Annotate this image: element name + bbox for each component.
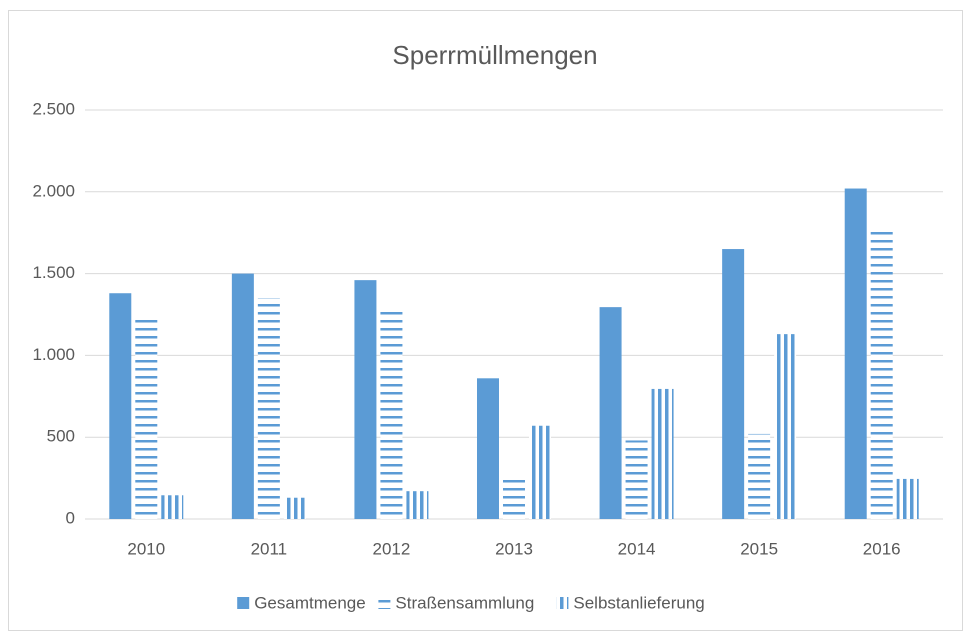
bar [625,440,648,519]
x-tick-label: 2014 [618,539,656,558]
bar [406,491,429,519]
x-tick-label: 2012 [373,539,411,558]
bar [844,188,867,519]
y-tick-label: 500 [47,427,75,446]
x-tick-label: 2011 [251,539,288,558]
x-tick-label: 2016 [863,539,901,558]
chart-frame [8,10,963,631]
bar [529,425,551,519]
bar [257,298,280,519]
y-tick-label: 2.000 [32,181,75,200]
bar [231,273,254,519]
bar [722,249,745,519]
y-tick-label: 1.000 [32,345,75,364]
bar [109,293,132,519]
x-tick-label: 2015 [740,539,778,558]
y-tick-label: 2.500 [32,99,75,118]
bar [599,307,622,519]
bar [283,497,306,519]
bar [477,378,499,519]
legend-swatch [378,597,391,609]
bar [870,231,893,519]
bar [651,388,674,519]
y-tick-label: 0 [66,508,75,527]
bar [161,495,184,519]
legend-swatch [556,597,569,609]
chart-title: Sperrmüllmengen [392,40,597,70]
legend-label: Straßensammlung [395,593,534,612]
bar [380,309,403,519]
legend-label: Gesamtmenge [254,593,366,612]
bar [503,475,525,519]
bar [748,433,771,519]
x-tick-label: 2010 [127,539,165,558]
legend-label: Selbstanlieferung [573,593,704,612]
bar [896,478,919,519]
bar [354,280,377,519]
y-tick-label: 1.500 [32,263,75,282]
x-tick-label: 2013 [495,539,533,558]
legend-swatch [237,597,250,609]
bar [774,334,797,519]
bar [135,317,158,519]
